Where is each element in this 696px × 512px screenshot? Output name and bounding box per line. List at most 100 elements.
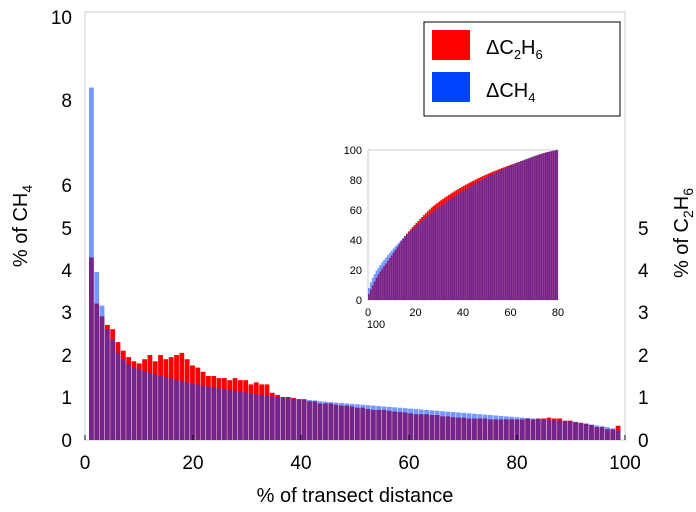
- inset-bar-ch4: [417, 223, 420, 300]
- inset-bar-ch4: [539, 154, 541, 300]
- x-tick-label: 20: [182, 453, 203, 474]
- inset-bar-ch4: [514, 163, 517, 300]
- bar-ch4: [562, 421, 568, 440]
- legend-label-c2h6: ΔC2H6: [486, 37, 543, 62]
- x-tick-label: 0: [80, 453, 91, 474]
- y-tick-label-right: 5: [638, 219, 649, 240]
- bar-ch4: [546, 419, 552, 440]
- bar-ch4: [519, 417, 525, 440]
- inset-bar-ch4: [476, 182, 479, 300]
- y-tick-label-left: 6: [61, 176, 72, 197]
- bar-ch4: [402, 408, 408, 440]
- bar-ch4: [216, 388, 222, 440]
- inset-bar-ch4: [432, 211, 435, 300]
- bar-ch4: [509, 416, 515, 440]
- bar-ch4: [264, 395, 270, 440]
- bar-ch4: [456, 412, 461, 440]
- inset-bar-ch4: [516, 162, 519, 300]
- inset-bar-ch4: [521, 160, 524, 300]
- inset-bar-ch4: [411, 229, 414, 300]
- inset-y-ticks: 0 20 40 60 80 100: [344, 145, 362, 307]
- inset-bar-ch4: [546, 152, 549, 300]
- inset-bar-ch4: [478, 181, 481, 300]
- bar-ch4: [174, 379, 179, 440]
- bar-ch4: [312, 400, 318, 440]
- bar-ch4: [206, 386, 211, 440]
- bar-ch4: [461, 412, 467, 440]
- bar-ch4: [605, 427, 610, 440]
- bar-ch4: [408, 408, 413, 440]
- bar-ch4: [259, 394, 265, 440]
- inset-bar-ch4: [377, 267, 380, 300]
- inset-bar-ch4: [381, 262, 384, 300]
- y-ticks-right: 0 1 2 3 4 5: [638, 219, 649, 452]
- bar-ch4: [615, 430, 621, 440]
- inset-bar-ch4: [554, 150, 557, 300]
- bar-ch4: [370, 405, 376, 440]
- inset-bar-ch4: [461, 191, 463, 300]
- inset-bar-ch4: [423, 219, 425, 300]
- x-tick-label: 100: [609, 453, 641, 474]
- inset-bar-ch4: [508, 166, 511, 300]
- bar-ch4: [482, 414, 488, 440]
- bar-ch4: [126, 364, 132, 440]
- bar-ch4: [317, 401, 323, 440]
- y-tick-label-left: 0: [61, 431, 72, 452]
- inset-bar-ch4: [466, 188, 469, 300]
- bar-ch4: [418, 409, 424, 440]
- inset-bar-ch4: [482, 179, 484, 300]
- x-ticks: 0 20 40 60 80 100: [80, 435, 641, 474]
- inset-bar-ch4: [459, 192, 462, 300]
- x-tick-label: 40: [290, 453, 311, 474]
- inset-y-tick-label: 100: [344, 145, 362, 157]
- bar-ch4: [514, 417, 520, 440]
- bar-ch4: [360, 404, 366, 440]
- inset-bar-ch4: [430, 212, 433, 300]
- inset-bar-ch4: [413, 227, 416, 300]
- bar-ch4: [104, 329, 110, 440]
- y-tick-label-right: 2: [638, 346, 649, 367]
- bar-ch4: [285, 397, 291, 440]
- bar-ch4: [434, 410, 440, 440]
- inset-bar-ch4: [489, 175, 492, 300]
- bar-ch4: [291, 398, 296, 440]
- inset-bar-ch4: [463, 190, 465, 300]
- bar-ch4: [557, 420, 562, 440]
- inset-x-tick-label: 60: [504, 307, 516, 319]
- inset-bar-ch4: [520, 161, 522, 300]
- inset-bar-ch4: [407, 232, 410, 300]
- bar-ch4: [472, 413, 477, 440]
- bar-ch4: [503, 416, 509, 440]
- inset-bar-ch4: [464, 189, 467, 300]
- legend-label-ch4: ΔCH4: [486, 80, 535, 105]
- x-tick-label: 60: [398, 453, 419, 474]
- bar-ch4: [136, 369, 142, 440]
- bar-ch4: [386, 406, 392, 440]
- inset-x-tick-label: 80: [552, 307, 564, 319]
- inset-bar-ch4: [455, 195, 458, 300]
- bar-ch4: [323, 401, 328, 440]
- bar-ch4: [94, 272, 100, 440]
- inset-bar-ch4: [438, 207, 441, 300]
- inset-bar-ch4: [512, 164, 515, 300]
- bar-ch4: [227, 389, 233, 440]
- inset-bar-ch4: [383, 259, 386, 300]
- inset-bar-ch4: [537, 154, 539, 300]
- bar-ch4: [269, 396, 275, 440]
- inset-y-tick-label: 80: [350, 175, 362, 187]
- bar-ch4: [599, 426, 605, 440]
- legend-swatch-ch4: [432, 72, 470, 102]
- inset-bar-ch4: [502, 168, 505, 300]
- bar-ch4: [429, 410, 435, 440]
- bar-ch4: [466, 413, 472, 440]
- main-bars: [89, 87, 621, 441]
- bar-ch4: [296, 399, 302, 440]
- inset-bar-ch4: [535, 155, 538, 300]
- bar-ch4: [376, 406, 382, 440]
- bar-ch4: [477, 414, 483, 440]
- bar-ch4: [567, 421, 573, 440]
- bar-ch4: [89, 87, 94, 441]
- inset-bar-ch4: [387, 255, 389, 300]
- bar-ch4: [541, 419, 546, 440]
